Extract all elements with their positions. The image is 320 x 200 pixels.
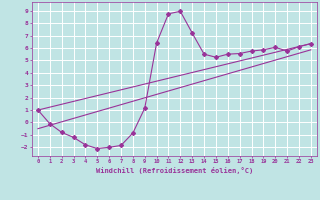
X-axis label: Windchill (Refroidissement éolien,°C): Windchill (Refroidissement éolien,°C): [96, 167, 253, 174]
